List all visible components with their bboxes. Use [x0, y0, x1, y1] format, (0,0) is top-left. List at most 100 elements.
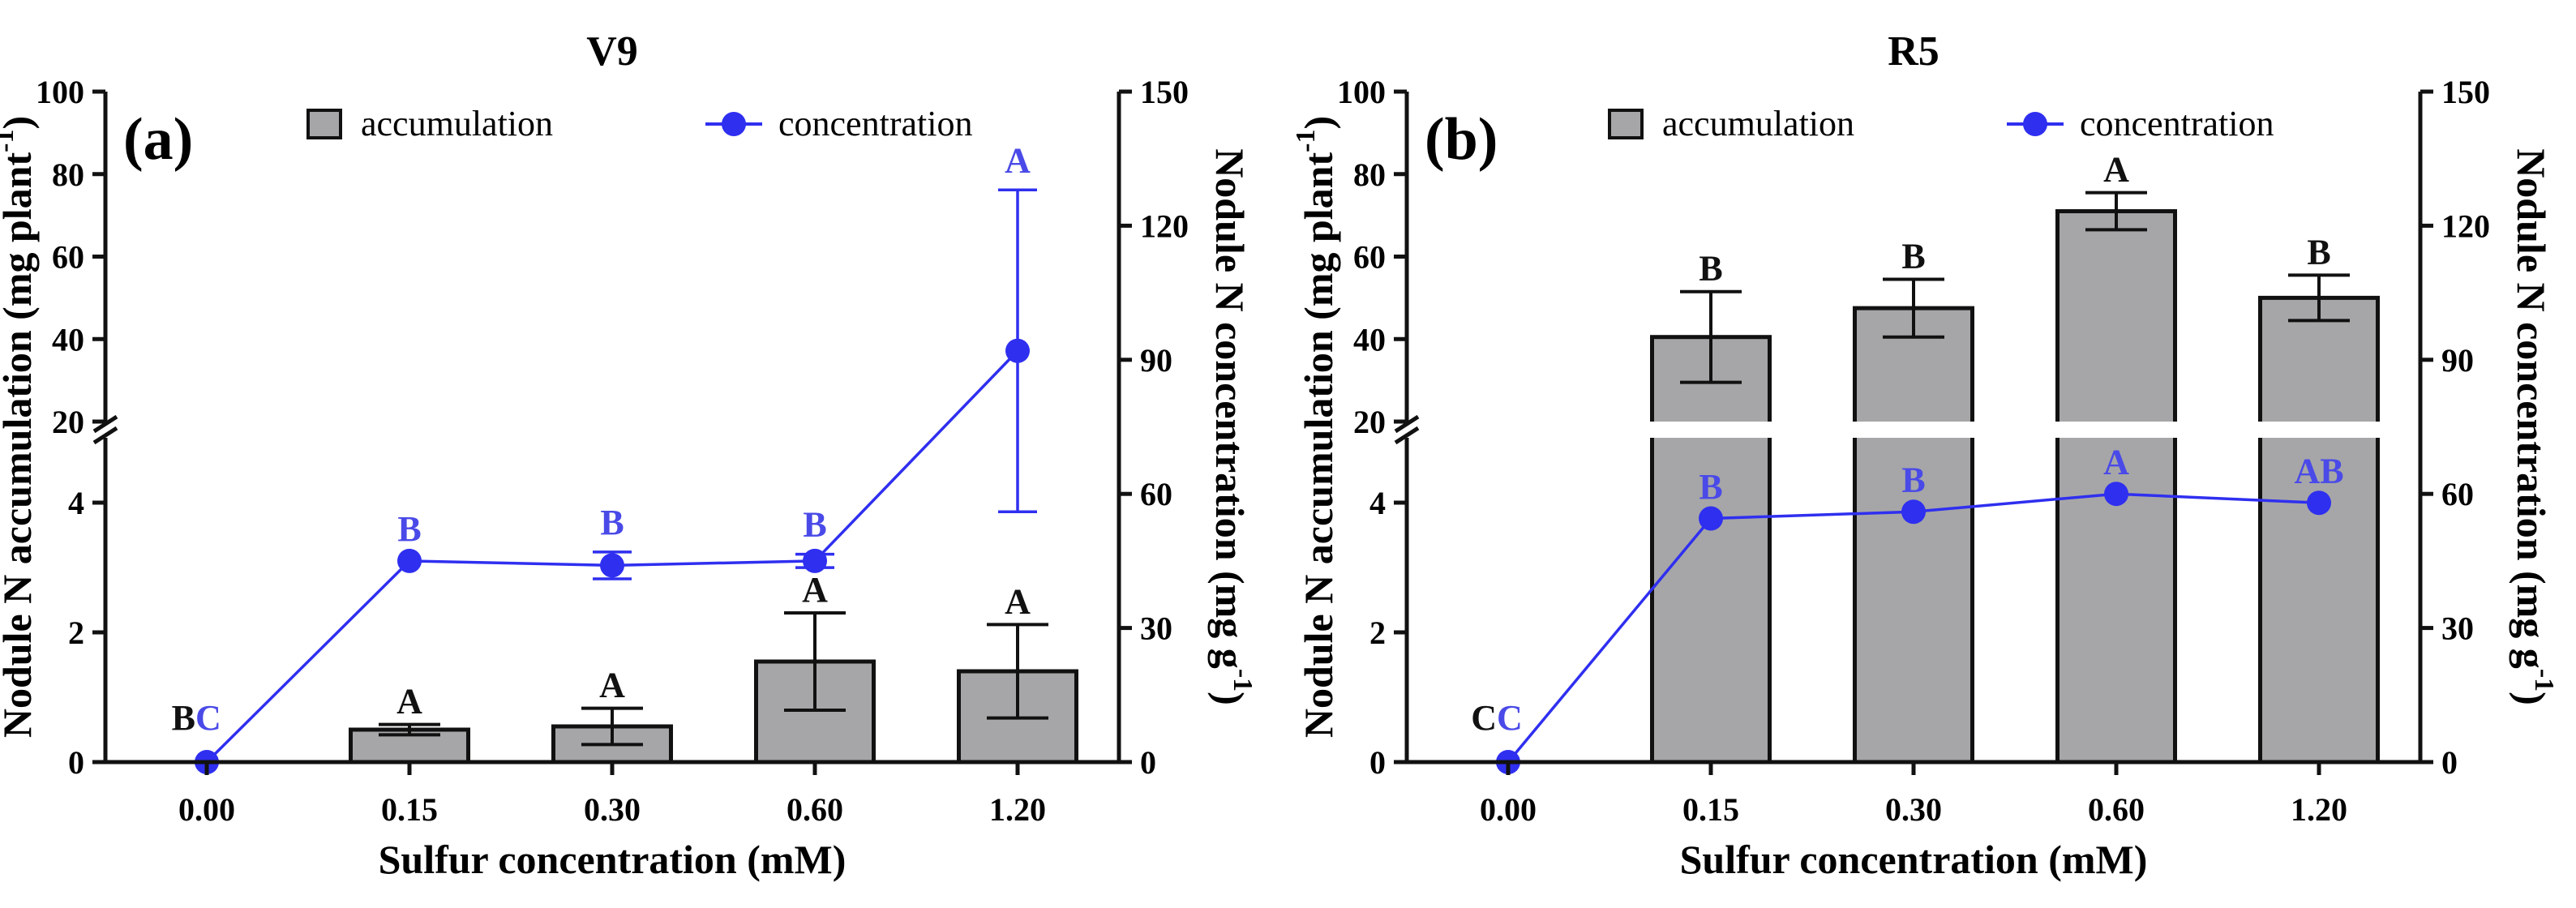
left-tick-label: 40 [1353, 321, 1386, 358]
point-0.15 [1699, 506, 1723, 531]
left-tick-label: 2 [68, 615, 84, 651]
letter-concentration: B [803, 505, 826, 545]
legend-label-accumulation: accumulation [361, 104, 553, 143]
y-label-right-text: Nodule N concentration (mg g [2509, 148, 2554, 669]
right-tick-label: 0 [1140, 744, 1156, 781]
left-tick-label: 80 [1353, 156, 1386, 193]
letter-concentration: A [1005, 140, 1031, 180]
x-tick-label: 0.15 [1682, 791, 1739, 828]
left-tick-label: 60 [52, 239, 84, 276]
x-axis-label: Sulfur concentration (mM) [1680, 837, 2148, 882]
left-tick-label: 0 [1369, 744, 1386, 781]
right-tick-label: 150 [1140, 74, 1189, 110]
letter-accumulation: B [1699, 249, 1722, 289]
letter-concentration: B [1699, 467, 1722, 507]
left-tick-label: 20 [52, 404, 84, 440]
right-tick-label: 90 [1140, 342, 1172, 379]
accumulation-bars [349, 611, 1078, 765]
y-label-left-text: Nodule N accumulation (mg plant [0, 152, 40, 739]
left-tick-label: 60 [1353, 239, 1386, 276]
legend-label-concentration: concentration [778, 104, 972, 143]
right-tick-label: 30 [2441, 610, 2474, 647]
right-tick-label: 0 [2441, 744, 2458, 781]
axis-break-mark [92, 414, 118, 434]
letter-accumulation: B [1901, 236, 1925, 276]
y-axis-label-left: Nodule N accumulation (mg plant-1) [0, 116, 40, 738]
right-tick-label: 150 [2441, 74, 2490, 110]
letter-accumulation: A [599, 666, 625, 705]
x-tick-label: 0.60 [787, 791, 843, 828]
point-1.20 [1005, 338, 1030, 363]
legend-swatch-marker [722, 112, 746, 136]
y-label-left-text: Nodule N accumulation (mg plant [1296, 152, 1341, 739]
letter-accumulation: A [2103, 150, 2129, 190]
point-0.30 [600, 553, 624, 578]
y-axis-label-right: Nodule N concentration (mg g-1) [1207, 148, 1258, 705]
y-label-left-close: ) [1296, 116, 1341, 130]
axis-break-mark [1394, 426, 1420, 445]
bar-0.15 [1650, 335, 1772, 765]
legend-label-concentration: concentration [2080, 104, 2274, 143]
left-tick-label: 100 [1337, 74, 1386, 110]
left-tick-label: 40 [52, 321, 84, 358]
point-0.15 [397, 548, 422, 573]
legend-label-accumulation: accumulation [1662, 104, 1854, 143]
axis-break-band [1409, 422, 2418, 438]
x-tick-label: 0.00 [1480, 791, 1537, 828]
right-tick-label: 90 [2441, 342, 2474, 379]
right-tick-label: 60 [1140, 476, 1172, 512]
accumulation-bars [1650, 191, 2380, 765]
concentration-series [1496, 482, 2331, 774]
panel-b: R5C CBBBBAABAB024204060801000306090120150… [1291, 28, 2559, 882]
y-label-left-sup: -1 [1291, 130, 1321, 152]
left-tick-label: 20 [1353, 404, 1386, 440]
left-tick-label: 4 [68, 485, 84, 521]
x-tick-label: 0.60 [2088, 791, 2145, 828]
y-label-right-close: ) [2509, 692, 2554, 705]
point-1.20 [2307, 490, 2331, 516]
chart-title: V9 [586, 28, 638, 75]
panel-label: (a) [123, 106, 193, 173]
letter-accumulation: A [1005, 581, 1031, 621]
y-axis-label-right: Nodule N concentration (mg g-1) [2509, 148, 2559, 705]
left-tick-label: 0 [68, 744, 84, 781]
legend: accumulation concentration [1608, 104, 2274, 143]
left-tick-label: 100 [36, 74, 84, 110]
letter-accumulation: A [396, 682, 422, 722]
letter-concentration: B [397, 509, 421, 549]
x-tick-label: 0.00 [178, 791, 235, 828]
point-0.30 [1901, 499, 1926, 525]
letter-concentration: B [1901, 460, 1925, 499]
y-label-left-close: ) [0, 116, 40, 130]
letter-concentration: C [1497, 698, 1523, 738]
x-tick-label: 1.20 [989, 791, 1046, 828]
x-axis-label: Sulfur concentration (mM) [379, 837, 847, 882]
y-label-left-sup: -1 [0, 130, 19, 152]
x-tick-label: 1.20 [2291, 791, 2347, 828]
point-0.60 [2104, 482, 2128, 507]
bar-0.30 [1853, 306, 1974, 765]
letter-concentration: AB [2294, 451, 2343, 490]
right-tick-label: 30 [1140, 610, 1172, 647]
bar-1.20 [2258, 295, 2380, 765]
y-label-right-close: ) [1207, 692, 1253, 705]
letter-accumulation: B [2307, 232, 2330, 272]
letter-concentration: A [2103, 442, 2129, 482]
y-label-right-sup: -1 [1228, 669, 1258, 692]
left-tick-label: 80 [52, 156, 84, 193]
legend-swatch-marker [2023, 112, 2047, 136]
axis-break-mark [1394, 414, 1420, 434]
letter-concentration: B [600, 503, 624, 542]
point-0.60 [803, 548, 827, 573]
y-axis-label-left: Nodule N accumulation (mg plant-1) [1291, 116, 1341, 738]
chart-title: R5 [1888, 28, 1940, 75]
panel-a: V9B C ABABABAA0242040608010003060901201500… [0, 28, 1258, 882]
legend-swatch-accumulation [306, 109, 342, 139]
panel-label: (b) [1425, 106, 1498, 173]
axis-break-mark [92, 426, 118, 445]
right-tick-label: 120 [1140, 208, 1189, 244]
y-label-right-sup: -1 [2529, 669, 2559, 692]
legend: accumulation concentration [306, 104, 972, 143]
letter-concentration: C [195, 698, 221, 738]
right-tick-label: 60 [2441, 476, 2474, 512]
